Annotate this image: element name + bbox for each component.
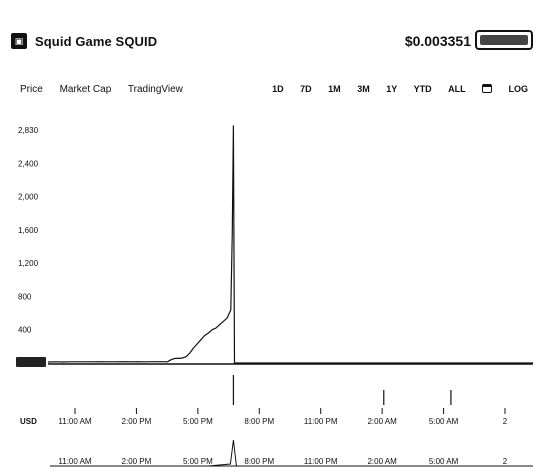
x-axis: 11:00 AM 2:00 PM 5:00 PM 8:00 PM 11:00 PM 2:0… — [50, 408, 533, 467]
coin-price: $0.003351 — [404, 33, 471, 49]
y-tick-label: 2,830 — [18, 126, 39, 135]
x-tick-label: 5:00 AM — [429, 417, 459, 426]
tab-3m[interactable]: 3M — [357, 84, 370, 94]
price-change-badge-fill — [480, 35, 528, 45]
navigator-tick-label: 5:00 PM — [183, 457, 213, 466]
tab-market-cap[interactable]: Market Cap — [59, 84, 112, 95]
y-tick-label: 800 — [18, 292, 32, 301]
price-series-line — [47, 125, 533, 364]
x-tick-label: 2:00 PM — [122, 417, 152, 426]
x-tick-label: 2:00 AM — [367, 417, 397, 426]
navigator-tick-label: 2:00 AM — [367, 457, 397, 466]
tab-1m[interactable]: 1M — [328, 84, 341, 94]
y-tick-label: 2,400 — [18, 159, 39, 168]
tab-tradingview[interactable]: TradingView — [127, 84, 183, 95]
x-tick-label: 11:00 PM — [304, 417, 338, 426]
navigator-series-line — [208, 439, 237, 467]
volume-bars — [232, 375, 452, 405]
y-tick-label: 2,000 — [18, 193, 39, 202]
navigator-tick-label: 2 — [503, 457, 508, 466]
y-tick-label: 1,600 — [18, 226, 39, 235]
coin-header: ▣ Squid Game SQUID $0.003351 — [0, 0, 553, 80]
navigator-tick-label: 2:00 PM — [122, 457, 152, 466]
timeframe-tabs: 1D 7D 1M 3M 1Y YTD ALL LOG — [258, 84, 528, 94]
tab-log[interactable]: LOG — [508, 84, 529, 94]
tab-1d[interactable]: 1D — [272, 84, 284, 94]
currency-label: USD — [20, 417, 37, 426]
tab-price[interactable]: Price — [20, 84, 43, 95]
squid-logo-icon: ▣ — [11, 33, 27, 49]
calendar-icon[interactable] — [481, 84, 492, 93]
y-tick-label: 400 — [18, 326, 32, 335]
current-value-marker — [16, 357, 46, 368]
plot-area — [16, 125, 533, 368]
navigator-tick-label: 11:00 PM — [304, 457, 338, 466]
x-tick-label: 2 — [503, 417, 508, 426]
tab-1y[interactable]: 1Y — [386, 84, 398, 94]
navigator-tick-label: 8:00 PM — [244, 457, 274, 466]
tab-ytd[interactable]: YTD — [413, 84, 432, 94]
navigator-tick-label: 5:00 AM — [429, 457, 459, 466]
navigator-tick-label: 11:00 AM — [58, 457, 92, 466]
tab-all[interactable]: ALL — [448, 84, 466, 94]
price-change-badge — [475, 30, 533, 50]
y-axis: 2,830 2,400 2,000 1,600 1,200 800 400 — [18, 126, 39, 335]
tab-7d[interactable]: 7D — [300, 84, 312, 94]
x-tick-label: 11:00 AM — [58, 417, 92, 426]
coin-title: Squid Game SQUID — [35, 34, 158, 49]
x-tick-label: 8:00 PM — [244, 417, 274, 426]
y-tick-label: 1,200 — [18, 259, 39, 268]
chart-type-tabs: Price Market Cap TradingView — [20, 84, 197, 95]
x-tick-label: 5:00 PM — [183, 417, 213, 426]
